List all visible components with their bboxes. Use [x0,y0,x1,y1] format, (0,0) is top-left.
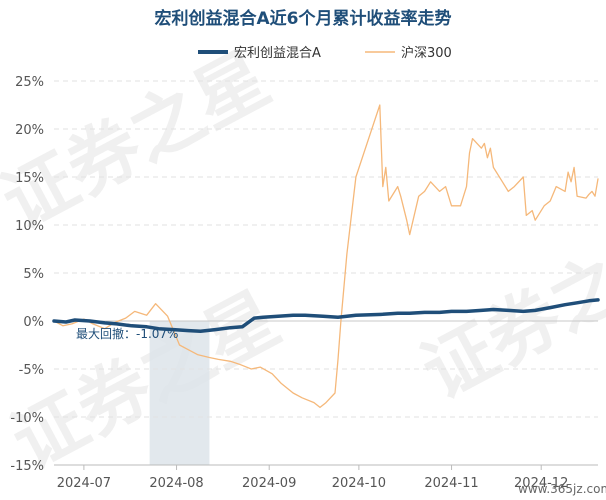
y-tick-label: 20% [15,123,44,138]
x-tick-label: 2024-09 [242,476,296,491]
x-tick-label: 2024-12 [514,476,568,491]
x-tick-label: 2024-07 [57,476,111,491]
watermark-text-2: 证券之星 [0,276,292,485]
max-drawdown-band [149,321,210,465]
watermark-text-1: 证券之星 [0,36,282,245]
y-axis: 25% 20% 15% 10% 5% 0% -5% -10% -15% [10,75,44,474]
series-line-fund [52,298,600,334]
legend-label-index: 沪深300 [401,45,452,61]
y-tick-label: -15% [10,459,44,474]
x-tick-label: 2024-08 [149,476,203,491]
x-tick-label: 2024-11 [424,476,478,491]
chart-title: 宏利创益混合A近6个月累计收益率走势 [155,8,452,29]
watermark: 证券之星 证券之星 证券之星 [0,36,606,485]
y-tick-label: 5% [23,267,44,282]
y-tick-label: 10% [15,219,44,234]
series-lines [52,104,600,409]
y-tick-label: 15% [15,171,44,186]
y-tick-label: 25% [15,75,44,90]
series-line-index [53,104,599,409]
legend: 宏利创益混合A 沪深300 [198,45,452,61]
y-tick-label: -10% [10,411,44,426]
y-tick-label: -5% [19,363,44,378]
max-drawdown-label: 最大回撤：-1.07% [76,326,178,341]
watermark-url: www.365jz.com [518,482,606,496]
x-tick-label: 2024-10 [332,476,386,491]
x-axis: 2024-07 2024-08 2024-09 2024-10 2024-11 2024-… [54,464,598,491]
legend-label-fund: 宏利创益混合A [234,46,321,61]
y-tick-label: 0% [23,315,44,330]
